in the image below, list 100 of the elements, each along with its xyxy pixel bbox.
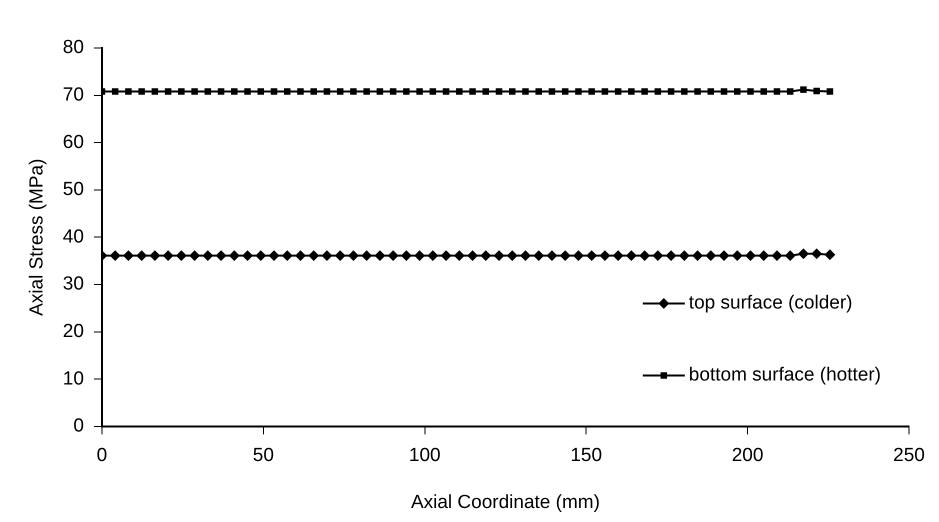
point xyxy=(469,88,476,95)
point xyxy=(535,88,542,95)
x-tick-label: 250 xyxy=(893,445,925,466)
point xyxy=(626,250,636,261)
point xyxy=(786,88,794,95)
point xyxy=(534,250,544,261)
point xyxy=(694,88,701,95)
point xyxy=(176,250,186,261)
y-tick-label: 50 xyxy=(62,179,84,200)
x-tick-label: 50 xyxy=(252,445,274,466)
point xyxy=(747,88,754,95)
point xyxy=(362,250,372,261)
point xyxy=(150,250,160,261)
y-tick-label: 60 xyxy=(62,132,84,153)
point xyxy=(812,248,822,259)
point xyxy=(152,88,158,95)
point xyxy=(441,250,452,261)
point xyxy=(613,250,624,261)
x-tick-label: 100 xyxy=(408,445,441,466)
x-tick-label: 200 xyxy=(732,445,764,466)
point xyxy=(668,88,674,95)
point xyxy=(430,88,436,95)
point xyxy=(403,88,410,95)
point xyxy=(374,250,385,261)
y-tick-label: 70 xyxy=(62,84,84,106)
point xyxy=(706,250,716,261)
point xyxy=(508,88,516,95)
point xyxy=(191,88,198,95)
point xyxy=(681,88,688,95)
point xyxy=(258,88,264,95)
point xyxy=(284,88,290,95)
point xyxy=(216,250,226,261)
point xyxy=(560,250,570,261)
x-tick-label: 0 xyxy=(96,445,108,466)
point xyxy=(628,88,635,95)
point xyxy=(282,250,292,261)
point xyxy=(416,88,423,95)
point xyxy=(813,88,820,94)
point xyxy=(324,88,330,95)
point xyxy=(692,250,703,261)
point xyxy=(456,88,463,95)
point xyxy=(507,250,518,261)
point xyxy=(270,88,278,95)
point xyxy=(654,88,662,95)
point xyxy=(190,250,200,261)
point xyxy=(800,86,807,93)
point xyxy=(336,88,344,95)
point xyxy=(164,88,172,95)
point xyxy=(602,88,608,95)
point xyxy=(390,88,396,95)
point xyxy=(798,248,808,259)
point xyxy=(112,88,118,95)
point xyxy=(772,250,782,261)
point xyxy=(760,88,767,95)
point xyxy=(548,88,556,95)
point xyxy=(546,250,557,261)
point xyxy=(679,250,690,261)
y-tick-label: 10 xyxy=(62,368,84,390)
point xyxy=(401,250,412,261)
point xyxy=(758,250,769,261)
point xyxy=(138,88,145,95)
point xyxy=(123,250,134,261)
point xyxy=(231,88,238,95)
point xyxy=(335,250,346,261)
y-tick-label: 40 xyxy=(62,226,84,248)
point xyxy=(640,250,650,261)
y-tick-label: 20 xyxy=(62,321,84,342)
point xyxy=(522,88,529,95)
point xyxy=(229,250,240,261)
point xyxy=(774,88,780,95)
point xyxy=(826,88,834,95)
point xyxy=(575,88,582,95)
point xyxy=(256,250,266,261)
point xyxy=(520,250,530,261)
point xyxy=(573,250,584,261)
point xyxy=(600,250,610,261)
point xyxy=(641,88,648,95)
point xyxy=(666,250,676,261)
point xyxy=(720,88,728,95)
point xyxy=(388,250,398,261)
point xyxy=(242,250,253,261)
point xyxy=(310,88,317,95)
point xyxy=(363,88,370,95)
y-tick-label: 30 xyxy=(62,274,84,295)
y-tick-label: 80 xyxy=(62,37,84,58)
y-tick-label: 0 xyxy=(73,416,84,437)
point xyxy=(494,250,504,261)
point xyxy=(442,88,450,95)
x-axis-title: Axial Coordinate (mm) xyxy=(410,492,600,513)
point xyxy=(125,88,132,95)
point xyxy=(218,88,224,95)
point xyxy=(732,250,742,261)
point xyxy=(734,88,741,95)
x-tick-label: 150 xyxy=(570,445,602,466)
point xyxy=(652,250,663,261)
point xyxy=(708,88,714,95)
point xyxy=(588,88,595,95)
point xyxy=(110,250,120,261)
point xyxy=(322,250,332,261)
point xyxy=(244,88,251,95)
